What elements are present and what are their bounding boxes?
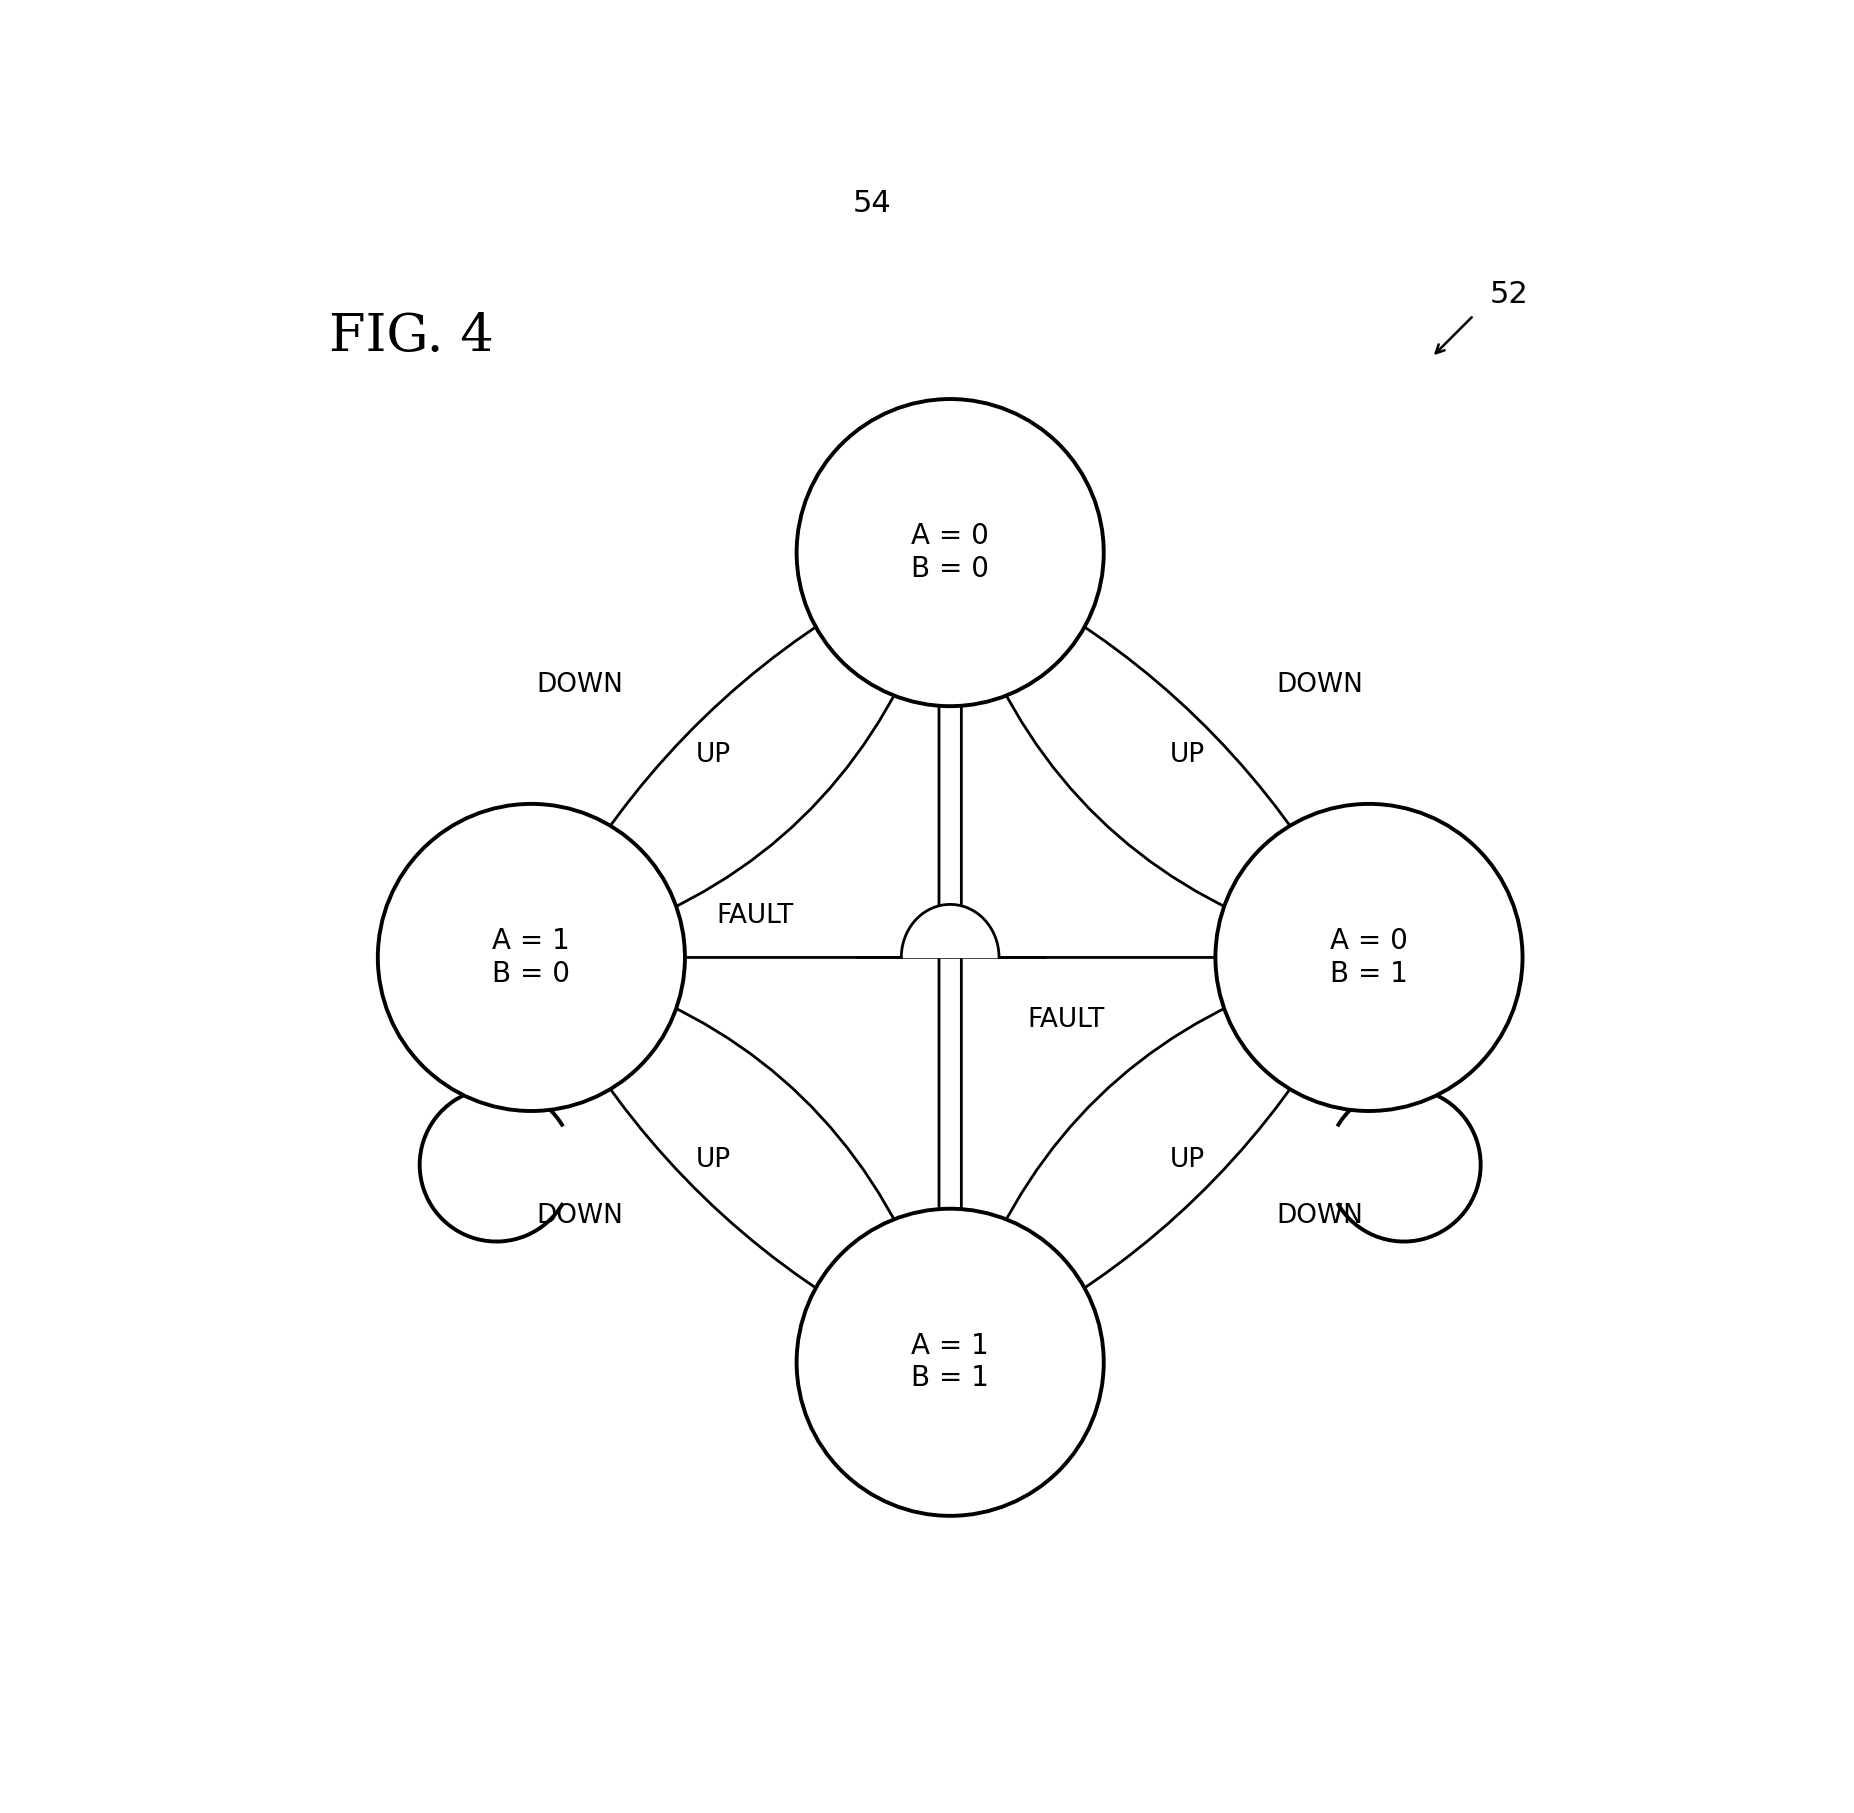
Text: UP: UP [1170,742,1205,769]
Circle shape [1216,803,1522,1111]
Text: DOWN: DOWN [538,673,623,698]
Text: 56: 56 [1396,970,1435,999]
Text: UP: UP [695,742,730,769]
Text: 52: 52 [1489,279,1528,308]
Text: DOWN: DOWN [1277,1202,1363,1229]
Text: UP: UP [695,1148,730,1173]
FancyArrowPatch shape [977,631,1287,934]
Text: DOWN: DOWN [1277,673,1363,698]
FancyArrowPatch shape [1027,591,1329,885]
Text: A = 1
B = 1: A = 1 B = 1 [910,1333,990,1392]
Circle shape [797,1209,1103,1516]
Text: UP: UP [1170,1148,1205,1173]
FancyArrowPatch shape [977,983,1287,1284]
FancyArrowPatch shape [571,1030,873,1323]
Text: A = 1
B = 0: A = 1 B = 0 [493,926,571,988]
Text: 60: 60 [475,970,514,999]
FancyArrowPatch shape [614,631,923,934]
Text: FIG. 4: FIG. 4 [328,310,493,363]
FancyArrowPatch shape [1027,1030,1329,1323]
Text: 58: 58 [979,1347,1018,1376]
FancyArrowPatch shape [571,591,873,885]
Circle shape [378,803,684,1111]
Text: DOWN: DOWN [538,1202,623,1229]
Text: FAULT: FAULT [1027,1008,1105,1033]
Text: A = 0
B = 1: A = 0 B = 1 [1329,926,1407,988]
Text: 54: 54 [853,189,892,218]
Text: FAULT: FAULT [716,903,794,928]
Circle shape [797,399,1103,707]
Text: A = 0
B = 0: A = 0 B = 0 [910,522,990,582]
FancyArrowPatch shape [614,983,923,1284]
Polygon shape [901,905,999,957]
